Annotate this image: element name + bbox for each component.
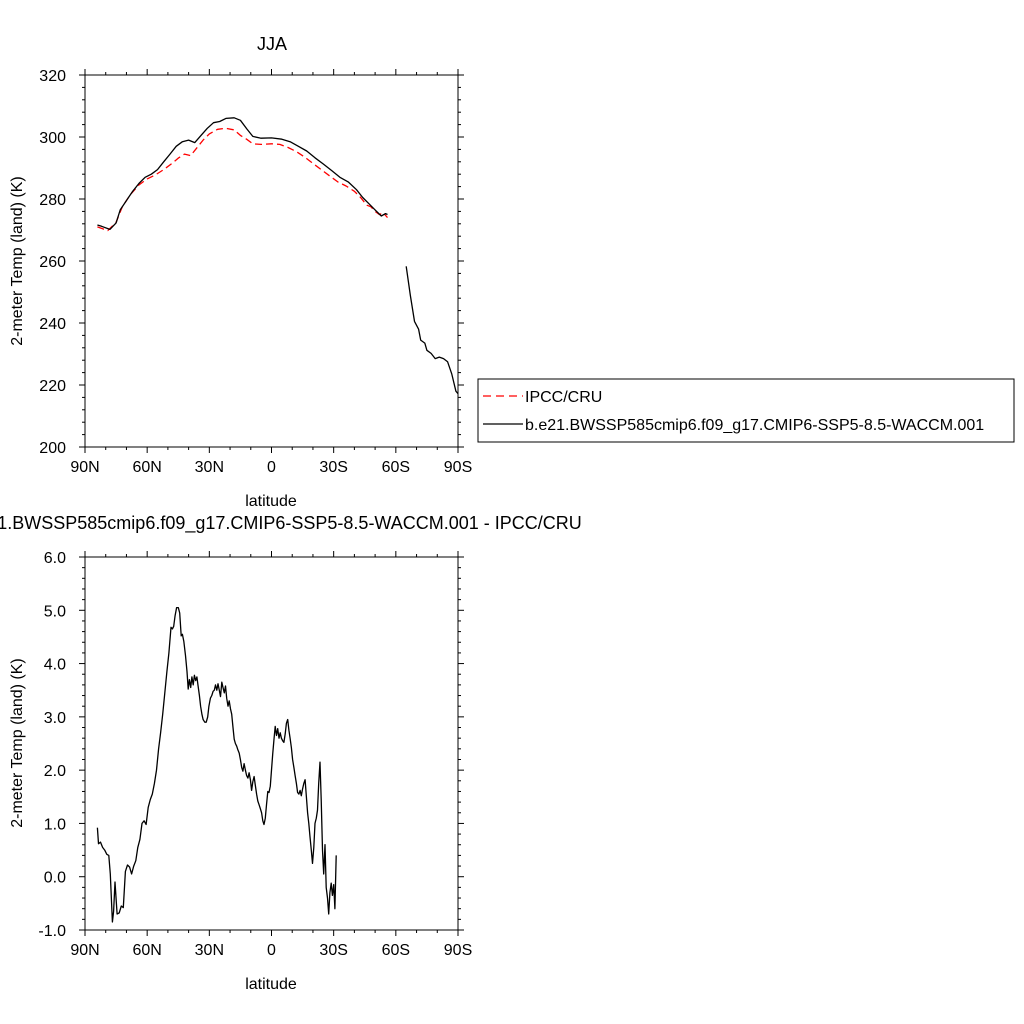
bottom-panel: b.e21.BWSSP585cmip6.f09_g17.CMIP6-SSP5-8… xyxy=(0,513,582,993)
top-y-tick-label: 240 xyxy=(39,316,66,333)
bottom-y-tick-label: 2.0 xyxy=(44,763,66,780)
top-x-tick-label: 90S xyxy=(444,459,472,476)
bottom-plot-frame xyxy=(84,556,459,931)
top-series-layer xyxy=(97,117,459,395)
legend-box xyxy=(477,378,1015,443)
top-y-axis-label: 2-meter Temp (land) (K) xyxy=(9,176,26,346)
bottom-y-tick-label: 5.0 xyxy=(44,603,66,620)
bottom-x-tick-label: 30S xyxy=(319,942,347,959)
top-y-tick-label: 320 xyxy=(39,68,66,85)
bottom-x-tick-label: 60S xyxy=(382,942,410,959)
bottom-series-layer xyxy=(96,606,337,923)
top-x-tick-label: 60N xyxy=(132,459,161,476)
bottom-x-tick-label: 90S xyxy=(444,942,472,959)
top-x-tick-label: 30N xyxy=(195,459,224,476)
top-chart-title: JJA xyxy=(257,34,287,54)
bottom-x-tick-label: 90N xyxy=(70,942,99,959)
top-panel: JJA 200 220 240 260 280 300 320 90N 60N 30N 0 30S 6… xyxy=(9,34,1015,510)
top-y-tick-label: 220 xyxy=(39,378,66,395)
bottom-y-tick-label: 1.0 xyxy=(44,816,66,833)
bottom-y-tick-label: -1.0 xyxy=(38,923,66,940)
top-x-axis-label: latitude xyxy=(245,493,297,510)
bottom-y-tick-label: 3.0 xyxy=(44,710,66,727)
bottom-x-tick-label: 60N xyxy=(132,942,161,959)
top-y-tick-label: 280 xyxy=(39,192,66,209)
bottom-x-tick-label: 30N xyxy=(195,942,224,959)
legend-label-model: b.e21.BWSSP585cmip6.f09_g17.CMIP6-SSP5-8… xyxy=(525,417,984,434)
bottom-y-tick-label: 6.0 xyxy=(44,550,66,567)
bottom-y-tick-label: 0.0 xyxy=(44,870,66,887)
bottom-y-tick-label: 4.0 xyxy=(44,657,66,674)
top-series-line-0 xyxy=(97,127,388,232)
top-y-tick-label: 260 xyxy=(39,254,66,271)
top-x-ticks: 90N 60N 30N 0 30S 60S 90S xyxy=(70,69,472,476)
top-plot-frame xyxy=(84,74,459,448)
top-y-ticks: 200 220 240 260 280 300 320 xyxy=(39,68,464,457)
top-x-tick-label: 30S xyxy=(319,459,347,476)
top-y-tick-label: 300 xyxy=(39,130,66,147)
top-y-tick-label: 200 xyxy=(39,440,66,457)
top-series-line-1 xyxy=(97,117,459,395)
top-legend: IPCC/CRU b.e21.BWSSP585cmip6.f09_g17.CMI… xyxy=(477,378,1015,443)
legend-label-ipcc-cru: IPCC/CRU xyxy=(525,389,602,406)
bottom-series-line-0 xyxy=(96,606,337,923)
bottom-chart-title: b.e21.BWSSP585cmip6.f09_g17.CMIP6-SSP5-8… xyxy=(0,513,582,534)
bottom-y-axis-label: 2-meter Temp (land) (K) xyxy=(9,658,26,828)
top-x-tick-label: 0 xyxy=(267,459,276,476)
top-x-tick-label: 90N xyxy=(70,459,99,476)
bottom-x-ticks: 90N 60N 30N 0 30S 60S 90S xyxy=(70,551,472,959)
bottom-x-axis-label: latitude xyxy=(245,976,297,993)
top-x-tick-label: 60S xyxy=(382,459,410,476)
bottom-x-tick-label: 0 xyxy=(267,942,276,959)
bottom-y-ticks: -1.0 0.0 1.0 2.0 3.0 4.0 5.0 6.0 xyxy=(38,550,464,940)
